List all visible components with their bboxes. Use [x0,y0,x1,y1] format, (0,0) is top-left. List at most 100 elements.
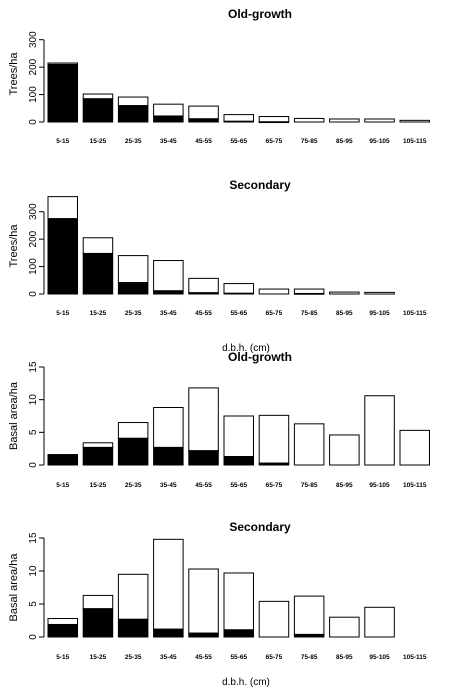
bar-segment-light [329,434,360,466]
bar-segment-dark [82,608,114,638]
bar-segment-light [258,288,290,295]
chart-title: Secondary [229,520,291,534]
x-tick-label: 85-95 [336,310,353,317]
x-tick-label: 85-95 [336,654,353,661]
x-tick-label: 25-35 [125,654,142,661]
bar-segment-light [329,616,360,638]
bar-segment-light [188,568,219,634]
bar-segment-light [153,103,184,117]
bar-segment-light [153,260,184,292]
chart-panel-2: Secondary 0 100 200 300 Trees/ha 5-15 15-25 25-3… [8,178,427,354]
bar-segment-dark [223,629,254,638]
bar-segment-dark [153,115,184,123]
bar-segment-light [223,572,254,631]
x-tick-label: 45-55 [195,138,212,145]
bar-segment-dark [188,632,219,638]
x-tick-label: 35-45 [160,138,177,145]
y-tick-label: 100 [28,86,39,103]
bar-segment-light [364,606,395,638]
y-tick-label: 10 [28,394,39,406]
x-tick-label: 55-65 [230,310,247,317]
bar-segment-dark [223,456,254,466]
chart-title: Old-growth [228,7,292,21]
bar-segment-dark [153,628,184,638]
bar-segment-dark [47,623,78,638]
bar-segment-light [293,288,325,294]
x-tick-label: 5-15 [56,138,69,145]
bar-segment-light [117,422,149,439]
x-tick-label: 105-115 [403,654,427,661]
bar-segment-light [364,395,395,466]
x-tick-label: 75-85 [301,138,318,145]
y-tick-label: 5 [28,601,39,607]
y-axis-label: Trees/ha [8,52,20,96]
bar-segment-dark [153,446,184,466]
x-tick-label: 105-115 [403,482,427,489]
x-tick-label: 15-25 [90,310,107,317]
bar-segment-light [399,119,430,123]
x-axis-label: d.b.h. (cm) [222,677,270,688]
y-tick-label: 10 [28,565,39,577]
bar-segment-dark [82,98,114,123]
bar-segment-light [258,600,290,638]
x-tick-label: 65-75 [266,482,283,489]
x-tick-label: 5-15 [56,482,69,489]
bar-segment-light [117,255,149,283]
x-tick-label: 75-85 [301,482,318,489]
x-tick-label: 5-15 [56,654,69,661]
x-tick-label: 95-105 [369,482,390,489]
x-tick-label: 55-65 [230,654,247,661]
x-tick-label: 5-15 [56,310,69,317]
x-tick-label: 35-45 [160,310,177,317]
bar-segment-light [258,414,290,464]
y-tick-label: 15 [28,361,39,373]
y-tick-label: 200 [28,58,39,75]
bar-segment-light [399,429,430,466]
chart-panel-1: Old-growth 0 100 200 300 Trees/ha 5-15 15-25 25-… [8,7,430,145]
x-tick-label: 75-85 [301,310,318,317]
bar-segment-light [47,618,78,625]
bar-segment-dark [117,105,149,123]
x-tick-label: 35-45 [160,654,177,661]
bar-segment-dark [47,63,78,123]
x-tick-label: 85-95 [336,138,353,145]
x-tick-label: 15-25 [90,654,107,661]
bar-segment-light [117,573,149,620]
bar-segment-light [82,442,114,448]
bar-segment-light [82,93,114,100]
bar-segment-dark [47,454,78,466]
x-tick-label: 75-85 [301,654,318,661]
y-tick-label: 0 [28,462,39,468]
y-tick-label: 300 [28,203,39,220]
y-tick-label: 100 [28,258,39,275]
x-tick-label: 45-55 [195,654,212,661]
x-axis-label: d.b.h. (cm) [222,343,270,354]
y-tick-label: 15 [28,532,39,544]
bar-segment-dark [117,618,149,638]
bar-segment-light [329,291,360,295]
bar-segment-dark [117,281,149,295]
chart-panel-3: Old-growth 0 5 10 15 Basal area/ha 5-15 15-25 25… [8,350,430,489]
x-tick-label: 65-75 [266,138,283,145]
bar-segment-light [153,407,184,448]
y-axis-label: Trees/ha [8,224,20,268]
bar-segment-dark [47,218,78,295]
y-tick-label: 300 [28,31,39,48]
x-tick-label: 95-105 [369,310,390,317]
y-tick-label: 0 [28,119,39,125]
x-tick-label: 105-115 [403,310,427,317]
bar-segment-light [364,291,395,295]
y-tick-label: 0 [28,291,39,297]
bar-segment-light [293,423,325,466]
y-tick-label: 200 [28,230,39,247]
chart-title: Secondary [229,178,291,192]
bar-segment-light [188,277,219,294]
bar-segment-light [82,237,114,254]
bar-segment-light [364,118,395,123]
bar-segment-light [153,538,184,630]
bar-segment-light [47,62,78,65]
x-tick-label: 55-65 [230,482,247,489]
chart-panel-4: Secondary 0 5 10 15 Basal area/ha 5-15 15-25 25-… [8,520,427,688]
x-tick-label: 45-55 [195,482,212,489]
